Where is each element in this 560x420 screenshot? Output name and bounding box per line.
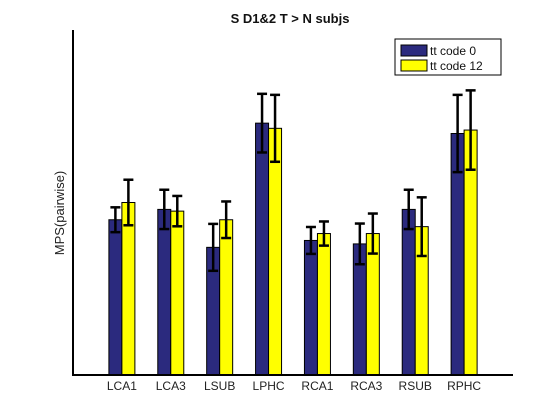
legend-label-series-1: tt code 0	[430, 44, 476, 58]
x-tick-label-lsub: LSUB	[204, 379, 235, 393]
bar-lca3-series-2	[170, 210, 185, 376]
bar-rca1-series-1	[303, 239, 318, 376]
x-tick-label-lca3: LCA3	[156, 379, 186, 393]
legend: tt code 0tt code 12	[394, 38, 502, 76]
bar-lca3-series-1	[157, 208, 172, 376]
y-axis-label: MPS(pairwise)	[52, 171, 67, 256]
x-tick-label-lphc: LPHC	[253, 379, 285, 393]
bar-lphc-series-2	[268, 127, 283, 376]
bar-lphc-series-1	[255, 122, 270, 376]
bar-rca1-series-2	[316, 233, 331, 376]
bar-lsub-series-2	[219, 219, 234, 376]
legend-label-series-2: tt code 12	[430, 59, 483, 73]
x-tick-label-lca1: LCA1	[107, 379, 137, 393]
chart-title: S D1&2 T > N subjs	[231, 11, 350, 26]
x-tick-label-rsub: RSUB	[399, 379, 432, 393]
legend-swatch-series-1	[400, 44, 428, 57]
x-tick-label-rca1: RCA1	[301, 379, 333, 393]
legend-swatch-series-2	[400, 59, 428, 72]
bar-lca1-series-2	[121, 202, 136, 376]
bar-lca1-series-1	[108, 219, 123, 376]
bar-rsub-series-1	[401, 208, 416, 376]
plot-area: LCA1 LCA3 LSUB LPHC RCA1 RCA3 RSUB RPHC	[72, 30, 513, 393]
x-tick-label-rphc: RPHC	[447, 379, 481, 393]
x-tick-label-rca3: RCA3	[350, 379, 382, 393]
